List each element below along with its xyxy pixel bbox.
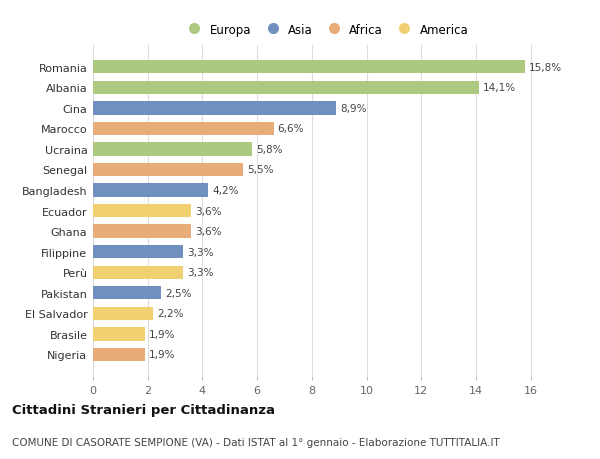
Bar [93, 307, 153, 320]
Text: 2,2%: 2,2% [157, 309, 184, 319]
Text: 15,8%: 15,8% [529, 62, 562, 73]
Bar [93, 286, 161, 300]
Bar [93, 163, 244, 177]
Text: 3,6%: 3,6% [196, 206, 222, 216]
Bar [93, 123, 274, 136]
Bar [93, 143, 251, 156]
Bar [93, 348, 145, 361]
Text: 8,9%: 8,9% [341, 104, 367, 113]
Bar [93, 81, 479, 95]
Bar [93, 184, 208, 197]
Text: 5,8%: 5,8% [256, 145, 282, 155]
Text: 5,5%: 5,5% [248, 165, 274, 175]
Bar [93, 204, 191, 218]
Bar [93, 246, 183, 259]
Text: 1,9%: 1,9% [149, 350, 176, 360]
Bar [93, 328, 145, 341]
Text: COMUNE DI CASORATE SEMPIONE (VA) - Dati ISTAT al 1° gennaio - Elaborazione TUTTI: COMUNE DI CASORATE SEMPIONE (VA) - Dati … [12, 437, 500, 447]
Text: Cittadini Stranieri per Cittadinanza: Cittadini Stranieri per Cittadinanza [12, 403, 275, 416]
Bar [93, 266, 183, 280]
Bar [93, 102, 337, 115]
Text: 2,5%: 2,5% [166, 288, 192, 298]
Legend: Europa, Asia, Africa, America: Europa, Asia, Africa, America [178, 19, 473, 41]
Text: 14,1%: 14,1% [483, 83, 516, 93]
Bar [93, 61, 525, 74]
Text: 1,9%: 1,9% [149, 329, 176, 339]
Text: 3,3%: 3,3% [187, 268, 214, 278]
Text: 6,6%: 6,6% [278, 124, 304, 134]
Text: 4,2%: 4,2% [212, 185, 238, 196]
Text: 3,6%: 3,6% [196, 227, 222, 237]
Bar [93, 225, 191, 238]
Text: 3,3%: 3,3% [187, 247, 214, 257]
